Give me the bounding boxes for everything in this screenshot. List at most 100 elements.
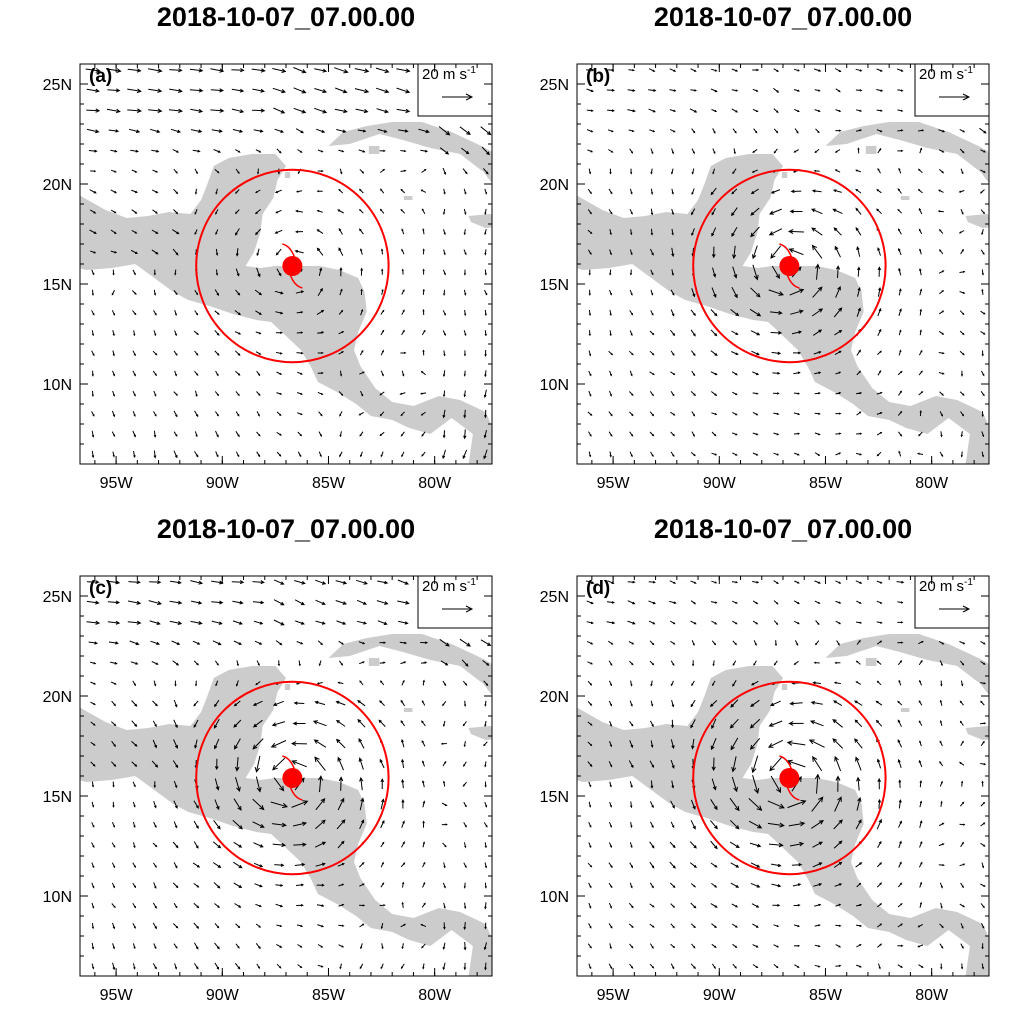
wind-vector-arrow — [316, 904, 325, 907]
reference-vector-box — [417, 64, 492, 117]
wind-vector-arrow — [939, 660, 943, 667]
wind-vector-arrow — [210, 108, 225, 113]
wind-vector-arrow — [379, 758, 385, 769]
wind-vector-arrow — [794, 640, 799, 646]
wind-vector-arrow — [814, 944, 821, 948]
wind-vector-arrow — [438, 126, 451, 136]
wind-vector-arrow — [88, 149, 98, 153]
wind-vector-arrow — [483, 942, 487, 951]
wind-vector-arrow — [359, 431, 364, 437]
wind-vector-arrow — [586, 68, 595, 72]
wind-vector-arrow — [112, 962, 116, 971]
landmass — [825, 122, 989, 184]
wind-vector-arrow — [959, 330, 965, 336]
reference-vector-value: 20 — [422, 66, 439, 83]
wind-vector-arrow — [463, 390, 467, 398]
wind-vector-arrow — [650, 680, 653, 687]
wind-vector-arrow — [112, 370, 115, 377]
wind-vector-arrow — [152, 720, 157, 728]
land-layer — [577, 122, 989, 464]
wind-vector-arrow — [442, 370, 446, 378]
wind-vector-arrow — [421, 208, 426, 214]
wind-vector-arrow — [153, 390, 157, 397]
wind-vector-arrow — [774, 640, 778, 647]
wind-vector-arrow — [670, 350, 675, 356]
wind-vector-arrow — [255, 189, 261, 194]
wind-vector-arrow — [835, 964, 842, 968]
wind-vector-arrow — [690, 600, 697, 605]
wind-vector-arrow — [91, 370, 94, 377]
wind-vector-arrow — [463, 289, 467, 296]
wind-vector-arrow — [671, 780, 675, 789]
wind-vector-arrow — [731, 227, 738, 237]
wind-vector-arrow — [401, 289, 405, 295]
wind-vector-arrow — [710, 391, 718, 397]
wind-vector-arrow — [832, 208, 843, 215]
wind-vector-arrow — [235, 168, 240, 175]
wind-vector-arrow — [670, 431, 675, 437]
wind-vector-arrow — [960, 882, 964, 889]
wind-vector-arrow — [192, 149, 201, 153]
wind-vector-arrow — [771, 351, 782, 355]
wind-vector-arrow — [296, 903, 304, 907]
wind-vector-arrow — [174, 309, 177, 316]
wind-vector-arrow — [356, 599, 367, 605]
wind-vector-arrow — [422, 268, 425, 275]
wind-vector-arrow — [256, 431, 261, 437]
wind-vector-arrow — [295, 290, 305, 294]
wind-vector-arrow — [588, 390, 592, 397]
wind-vector-arrow — [85, 68, 101, 73]
wind-vector-arrow — [193, 841, 199, 849]
wind-vector-arrow — [335, 700, 346, 706]
wind-vector-arrow — [958, 761, 965, 766]
wind-vector-arrow — [711, 620, 718, 625]
wind-vector-arrow — [898, 267, 902, 276]
wind-vector-arrow — [172, 882, 179, 889]
wind-vector-arrow — [443, 862, 446, 869]
wind-vector-arrow — [732, 600, 738, 604]
lat-tick-label: 10N — [540, 889, 569, 906]
wind-vector-arrow — [316, 209, 323, 213]
wind-vector-arrow — [234, 757, 240, 772]
wind-vector-arrow — [131, 229, 138, 234]
wind-vector-arrow — [786, 740, 806, 746]
wind-vector-arrow — [690, 820, 696, 830]
wind-vector-arrow — [918, 861, 923, 868]
wind-vector-arrow — [253, 620, 264, 625]
wind-vector-arrow — [380, 861, 384, 868]
wind-vector-arrow — [339, 451, 343, 458]
wind-vector-arrow — [442, 680, 447, 687]
wind-vector-arrow — [835, 391, 842, 395]
wind-vector-arrow — [235, 370, 241, 376]
wind-vector-arrow — [379, 904, 386, 907]
wind-vector-arrow — [649, 660, 655, 666]
wind-vector-arrow — [442, 842, 447, 848]
wind-vector-arrow — [691, 228, 695, 237]
wind-vector-arrow — [442, 449, 446, 460]
wind-vector-arrow — [314, 68, 328, 73]
wind-vector-arrow — [588, 963, 592, 970]
wind-vector-arrow — [359, 883, 365, 887]
wind-vector-arrow — [110, 169, 117, 173]
wind-vector-arrow — [731, 108, 739, 113]
wind-vector-arrow — [211, 129, 223, 133]
wind-vector-arrow — [442, 701, 447, 707]
wind-vector-arrow — [588, 882, 592, 889]
wind-vector-arrow — [400, 149, 407, 153]
wind-vector-arrow — [339, 411, 343, 417]
wind-vector-arrow — [358, 757, 364, 770]
wind-vector-arrow — [629, 208, 633, 215]
wind-vector-arrow — [670, 391, 675, 397]
wind-vector-arrow — [214, 738, 220, 750]
wind-vector-arrow — [958, 190, 965, 193]
wind-vector-arrow — [691, 288, 696, 298]
wind-vector-arrow — [876, 189, 882, 194]
wind-vector-arrow — [152, 963, 157, 970]
wind-vector-arrow — [380, 451, 384, 458]
wind-vector-arrow — [233, 841, 243, 848]
wind-vector-arrow — [588, 330, 591, 337]
wind-vector-arrow — [359, 661, 365, 665]
wind-vector-arrow — [670, 620, 676, 625]
wind-vector-arrow — [897, 228, 902, 235]
wind-vector-arrow — [108, 641, 119, 645]
